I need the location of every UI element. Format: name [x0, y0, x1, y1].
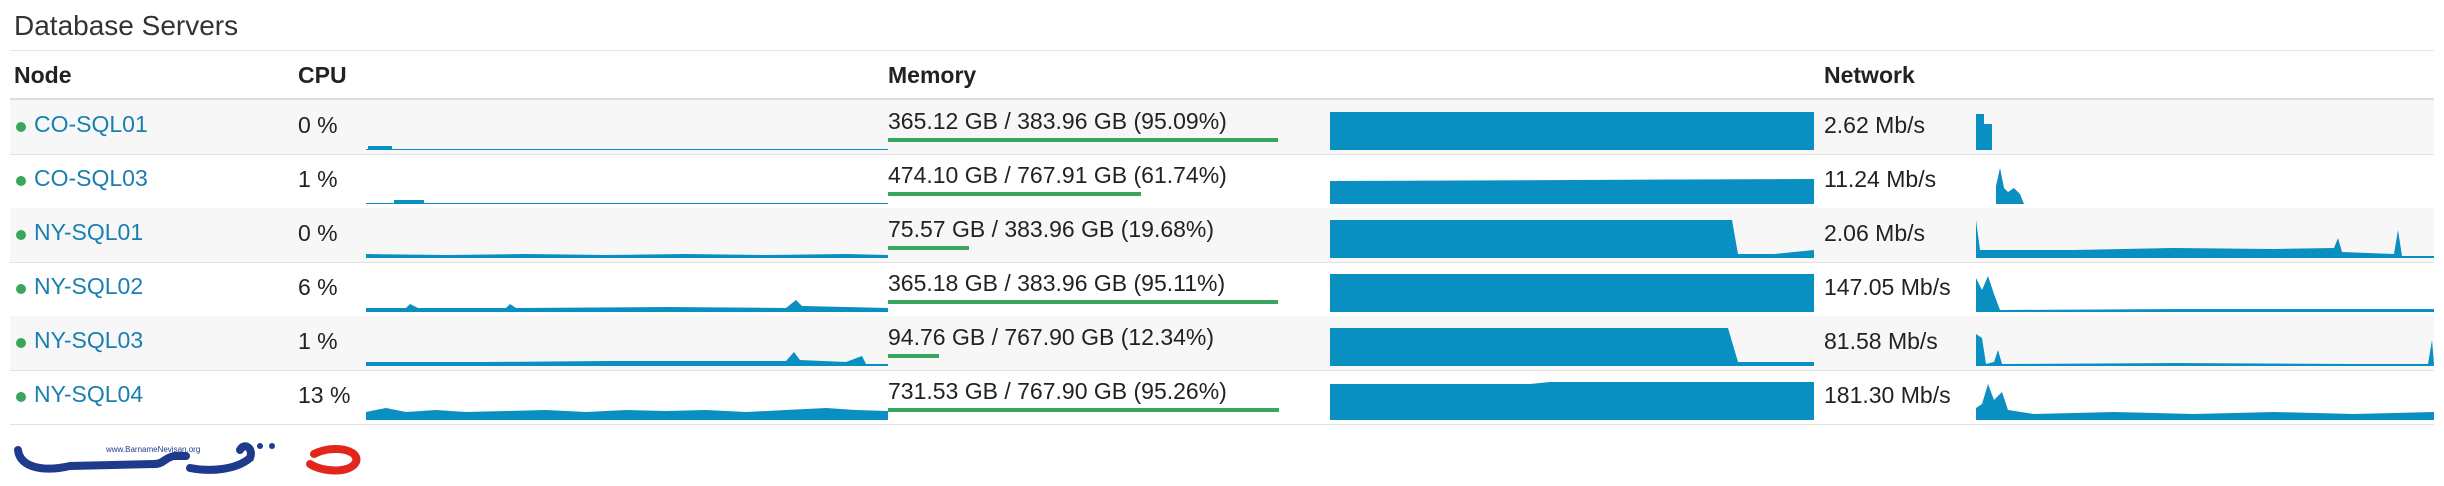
network-sparkline: [1996, 168, 2024, 204]
table-row-ny-sql02: NY-SQL02 6 % 365.18 GB / 383.96 GB (95.1…: [10, 262, 2434, 317]
column-header-memory: Memory: [888, 62, 977, 88]
network-sparkline: [1976, 114, 1992, 150]
cpu-sparkline: [366, 146, 888, 150]
network-value: 2.62 Mb/s: [1824, 112, 1925, 138]
cpu-sparkline: [366, 408, 888, 420]
memory-sparkline: [1330, 382, 1814, 420]
cpu-value: 6 %: [298, 274, 338, 300]
cpu-value: 1 %: [298, 166, 338, 192]
network-sparkline: [1976, 334, 2434, 366]
memory-usage-text: 365.18 GB / 383.96 GB (95.11%): [888, 270, 1226, 296]
memory-usage-bar: [888, 192, 1141, 196]
memory-usage-text: 474.10 GB / 767.91 GB (61.74%): [888, 162, 1227, 188]
watermark-caption: www.BarnameNevisan.org: [105, 445, 200, 454]
memory-usage-bar: [888, 408, 1279, 412]
memory-usage-bar: [888, 138, 1278, 142]
memory-usage-text: 75.57 GB / 383.96 GB (19.68%): [888, 216, 1215, 242]
network-value: 11.24 Mb/s: [1824, 166, 1937, 192]
memory-usage-text: 365.12 GB / 383.96 GB (95.09%): [888, 108, 1227, 134]
panel-title: Database Servers: [14, 10, 239, 41]
node-link[interactable]: NY-SQL01: [34, 219, 144, 245]
memory-usage-text: 731.53 GB / 767.90 GB (95.26%): [888, 378, 1227, 404]
cpu-value: 0 %: [298, 112, 338, 138]
memory-sparkline: [1330, 179, 1814, 204]
column-header-node: Node: [14, 62, 72, 88]
network-value: 2.06 Mb/s: [1824, 220, 1925, 246]
cpu-value: 1 %: [298, 328, 338, 354]
node-link[interactable]: NY-SQL02: [34, 273, 144, 299]
node-link[interactable]: CO-SQL03: [34, 165, 148, 191]
memory-usage-bar: [888, 354, 939, 358]
watermark-logo: www.BarnameNevisan.org: [14, 442, 361, 475]
status-dot-icon: [16, 122, 26, 132]
column-header-network: Network: [1824, 62, 1915, 88]
memory-sparkline: [1330, 328, 1814, 366]
table-row-ny-sql04: NY-SQL04 13 % 731.53 GB / 767.90 GB (95.…: [10, 370, 2434, 425]
network-value: 81.58 Mb/s: [1824, 328, 1938, 354]
table-row-co-sql01: CO-SQL01 0 % 365.12 GB / 383.96 GB (95.0…: [10, 100, 2434, 155]
status-dot-icon: [16, 284, 26, 294]
column-header-cpu: CPU: [298, 62, 347, 88]
cpu-sparkline: [366, 300, 888, 312]
network-value: 181.30 Mb/s: [1824, 382, 1951, 408]
network-sparkline: [1976, 276, 2434, 312]
cpu-sparkline: [366, 254, 888, 258]
cpu-sparkline: [366, 200, 888, 204]
cpu-value: 13 %: [298, 382, 351, 408]
header-divider: [10, 98, 2434, 100]
network-value: 147.05 Mb/s: [1824, 274, 1951, 300]
memory-usage-bar: [888, 246, 969, 250]
memory-usage-text: 94.76 GB / 767.90 GB (12.34%): [888, 324, 1215, 350]
status-dot-icon: [16, 176, 26, 186]
table-row-ny-sql03: NY-SQL03 1 % 94.76 GB / 767.90 GB (12.34…: [10, 316, 2434, 371]
memory-usage-bar: [888, 300, 1278, 304]
cpu-sparkline: [366, 352, 888, 366]
cpu-value: 0 %: [298, 220, 338, 246]
title-divider: [10, 50, 2434, 51]
memory-sparkline: [1330, 112, 1814, 150]
memory-sparkline: [1330, 274, 1814, 312]
node-link[interactable]: NY-SQL04: [34, 381, 144, 407]
table-row-co-sql03: CO-SQL03 1 % 474.10 GB / 767.91 GB (61.7…: [10, 154, 2434, 209]
status-dot-icon: [16, 230, 26, 240]
status-dot-icon: [16, 392, 26, 402]
memory-sparkline: [1330, 220, 1814, 258]
table-row-ny-sql01: NY-SQL01 0 % 75.57 GB / 383.96 GB (19.68…: [10, 208, 2434, 263]
network-sparkline: [1976, 384, 2434, 420]
network-sparkline: [1976, 220, 2434, 258]
node-link[interactable]: CO-SQL01: [34, 111, 148, 137]
status-dot-icon: [16, 338, 26, 348]
node-link[interactable]: NY-SQL03: [34, 327, 144, 353]
